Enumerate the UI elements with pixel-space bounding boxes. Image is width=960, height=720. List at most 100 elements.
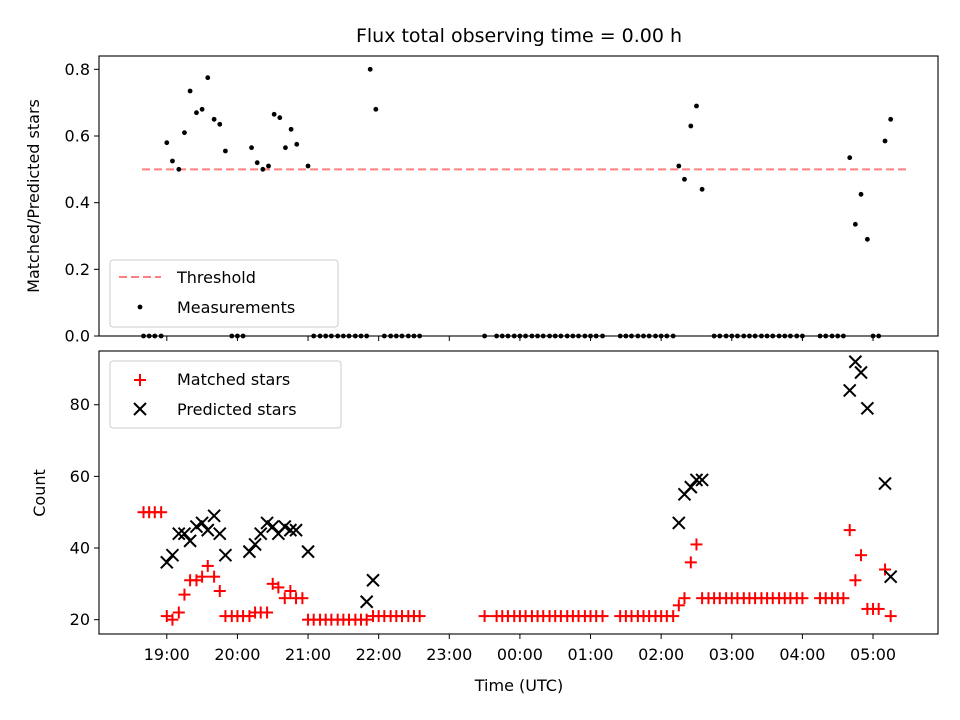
top-y-tick-label: 0.6: [65, 127, 90, 146]
measurement-point: [260, 166, 266, 172]
predicted-star-point: [883, 569, 898, 584]
predicted-star-point: [843, 383, 857, 398]
matched-star-point: [855, 549, 868, 562]
predicted-star-point: [266, 519, 280, 534]
measurement-point: [288, 126, 294, 132]
bottom-panel: 20 40 60 80 19:00 20:00 21:00 22:00 23:00 00:00 0…: [30, 350, 939, 695]
predicted-legend-swatch: [133, 402, 147, 416]
measurements-legend-swatch: [137, 304, 143, 310]
measurement-point: [847, 155, 853, 161]
measurement-point: [205, 75, 211, 81]
bottom-x-tick-label: 21:00: [285, 645, 331, 664]
top-y-tick-label: 0.4: [65, 193, 90, 212]
matched-star-point: [884, 610, 897, 623]
bottom-x-axis-label: Time (UTC): [474, 676, 563, 695]
top-legend-box: [109, 259, 339, 328]
predicted-star-point: [248, 537, 262, 552]
measurement-point: [249, 145, 254, 151]
measurement-point: [254, 160, 260, 166]
matched-star-point: [360, 613, 373, 626]
matched-star-point: [178, 588, 191, 601]
top-y-tick-label: 0.8: [65, 60, 90, 79]
bottom-x-tick-label: 23:00: [426, 645, 472, 664]
predicted-star-point: [213, 526, 227, 541]
matched-star-point: [849, 574, 862, 587]
predicted-star-point: [366, 573, 380, 587]
matched-star-point: [837, 592, 850, 605]
predicted-star-point: [695, 473, 709, 487]
bottom-legend-box: [109, 360, 342, 429]
matched-star-point: [278, 592, 291, 605]
measurement-point: [676, 163, 682, 169]
top-axes-frame: [98, 55, 939, 337]
measurement-point: [277, 115, 283, 121]
threshold-legend-label: Threshold: [176, 268, 256, 287]
predicted-legend-label: Predicted stars: [177, 400, 297, 419]
measurements-legend-label: Measurements: [177, 298, 295, 317]
matched-star-point: [166, 613, 179, 626]
bottom-plot-area: [137, 355, 898, 626]
measurement-point: [373, 106, 379, 112]
predicted-star-point: [854, 365, 868, 380]
matched-star-point: [879, 563, 892, 576]
measurement-point: [888, 116, 894, 122]
predicted-star-point: [878, 476, 892, 491]
predicted-star-point: [172, 526, 186, 541]
predicted-star-point: [160, 555, 174, 570]
matched-star-point: [196, 570, 209, 583]
measurement-point: [223, 148, 228, 154]
matched-star-point: [684, 556, 697, 569]
matched-star-point: [796, 592, 809, 605]
bottom-x-ticks: 19:00 20:00 21:00 22:00 23:00 00:00 01:00 02:00…: [144, 634, 896, 664]
matched-star-point: [155, 506, 168, 519]
bottom-y-axis-label: Count: [30, 469, 49, 517]
top-panel: 0.00.20.40.60.8 Matched/Predicted stars …: [24, 55, 939, 346]
matched-star-point: [843, 524, 856, 537]
top-y-tick-label: 0.2: [65, 260, 90, 279]
matched-star-point: [478, 610, 491, 623]
matched-star-point: [667, 610, 680, 623]
matched-legend-label: Matched stars: [177, 370, 290, 389]
predicted-star-point: [201, 523, 215, 537]
bottom-axes-frame: [98, 350, 939, 635]
top-y-axis-label: Matched/Predicted stars: [24, 99, 43, 293]
matched-star-point: [172, 606, 185, 619]
top-legend: Threshold Measurements: [109, 259, 339, 328]
measurement-point: [211, 116, 217, 122]
measurement-point: [266, 163, 271, 169]
measurement-point: [852, 221, 858, 227]
measurement-point: [283, 145, 288, 151]
bottom-x-tick-label: 02:00: [638, 645, 684, 664]
matched-star-point: [872, 602, 885, 615]
measurement-point: [694, 103, 699, 109]
measurement-point: [187, 88, 193, 94]
bottom-x-tick-label: 04:00: [779, 645, 825, 664]
measurement-point: [199, 106, 205, 112]
matched-star-point: [272, 581, 285, 594]
predicted-star-point: [359, 595, 374, 609]
predicted-star-point: [177, 526, 192, 541]
chart-title: Flux total observing time = 0.00 h: [356, 25, 682, 47]
measurement-point: [271, 111, 277, 117]
measurement-point: [699, 186, 705, 192]
matched-star-point: [208, 570, 221, 583]
predicted-star-point: [195, 516, 209, 530]
matched-star-point: [213, 585, 226, 598]
matched-star-point: [596, 610, 609, 623]
predicted-star-point: [848, 355, 863, 369]
matched-star-point: [678, 592, 691, 605]
matched-legend-swatch: [134, 374, 146, 386]
predicted-star-point: [689, 473, 704, 487]
measurement-point: [164, 140, 170, 146]
measurement-point: [176, 166, 182, 172]
predicted-star-point: [165, 548, 180, 562]
matched-star-point: [261, 606, 274, 619]
top-y-ticks: 0.0 0.2 0.4 0.6 0.8: [65, 60, 99, 346]
predicted-star-point: [301, 544, 315, 559]
measurement-point: [294, 141, 300, 147]
predicted-star-point: [218, 548, 233, 562]
predicted-star-point: [242, 544, 257, 559]
measurement-point: [182, 130, 187, 136]
